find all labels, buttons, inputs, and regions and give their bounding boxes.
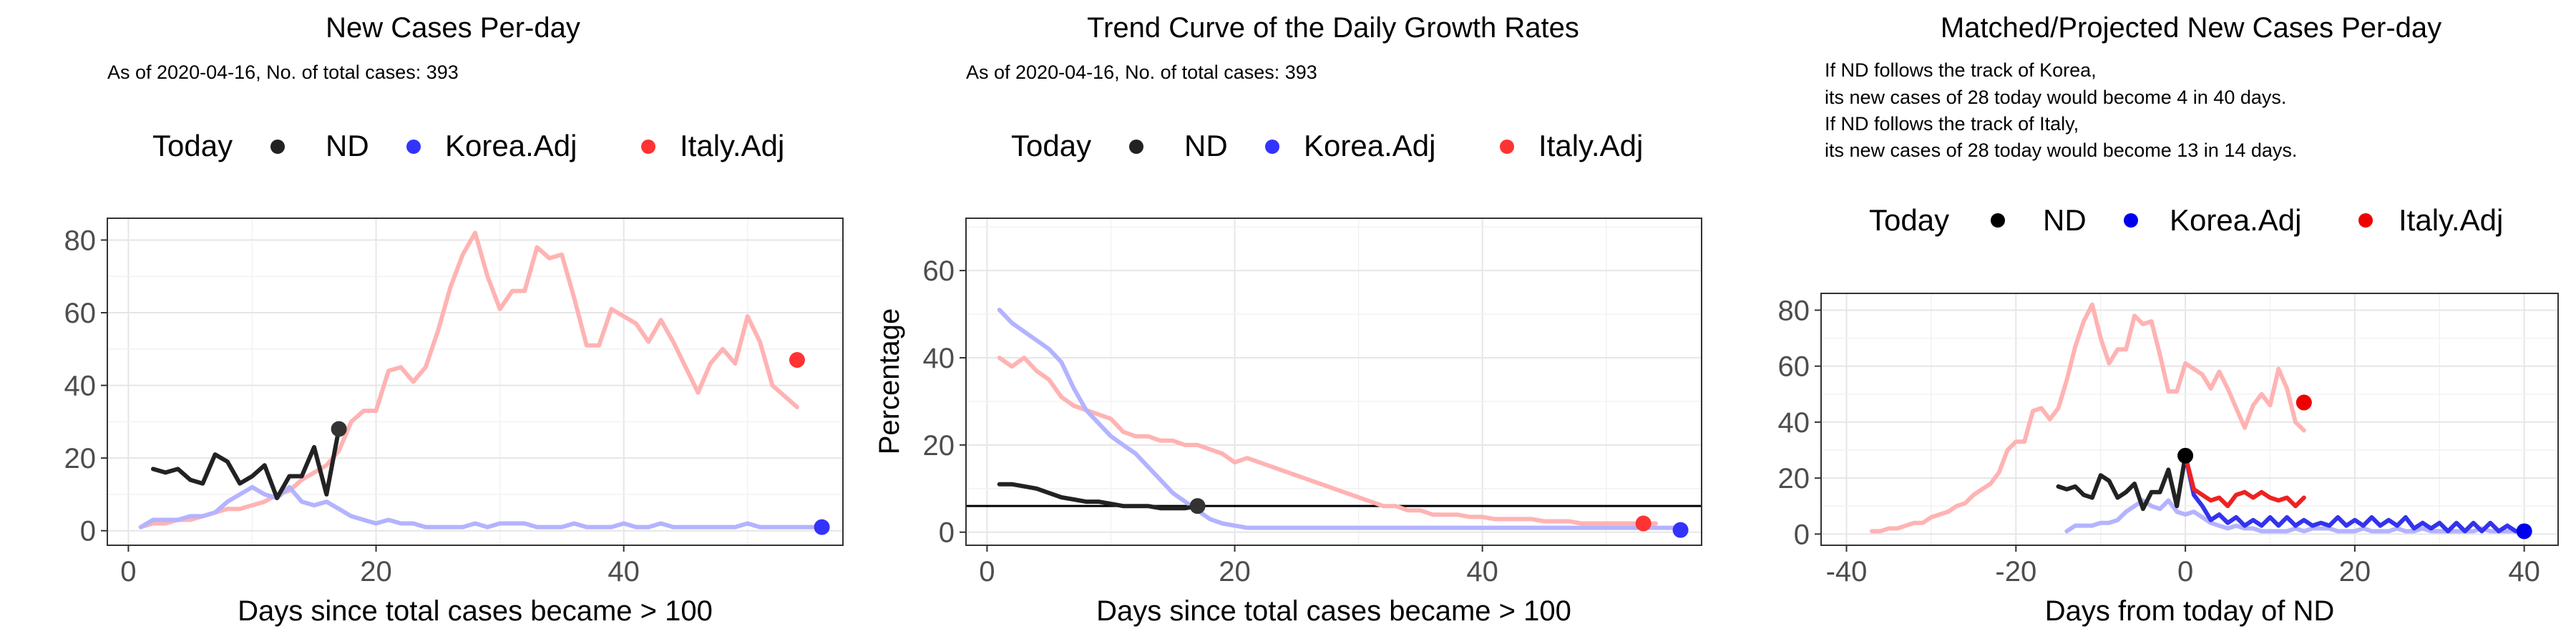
legend-key-nd (270, 140, 285, 154)
series-line-nd (151, 426, 341, 500)
legend-label-korea: Korea.Adj (445, 129, 577, 162)
plot-area: 0 20 40 60 80 0 20 40 (64, 218, 844, 587)
note-line: its new cases of 28 today would become 4… (1825, 87, 2286, 108)
legend-label-italy: Italy.Adj (1538, 129, 1643, 162)
y-tick-label: 20 (1778, 463, 1810, 494)
x-tick-label: 0 (120, 556, 136, 587)
today-point-nd (1189, 498, 1206, 514)
y-tick-label: 60 (923, 255, 955, 287)
chart-subtitle: As of 2020-04-16, No. of total cases: 39… (966, 62, 1317, 83)
y-tick-label: 0 (939, 517, 955, 549)
series-line-korea (138, 484, 824, 530)
x-tick-label: 40 (1466, 556, 1498, 587)
y-tick-label: 40 (1778, 407, 1810, 439)
legend-key-korea (2124, 213, 2138, 228)
x-tick-label: -40 (1826, 556, 1868, 587)
x-tick-label: 0 (2177, 556, 2193, 587)
series-line-nd (997, 482, 1200, 511)
series-line-italy (997, 356, 1658, 526)
legend-label-korea: Korea.Adj (2170, 203, 2301, 237)
legend-label-nd: ND (1184, 129, 1228, 162)
today-point-korea (2516, 523, 2532, 540)
note-line: its new cases of 28 today would become 1… (1825, 140, 2297, 161)
panel-projected-cases: Matched/Projected New Cases Per-day If N… (1778, 12, 2559, 627)
note-line: If ND follows the track of Korea, (1825, 59, 2097, 81)
plot-area: 0 20 40 60 80 -40 -20 0 20 40 (1778, 293, 2559, 587)
legend-label-korea: Korea.Adj (1304, 129, 1435, 162)
y-tick-label: 0 (80, 516, 96, 547)
chart-title: New Cases Per-day (326, 12, 580, 44)
legend-title: Today (1869, 203, 1949, 237)
y-tick-label: 40 (64, 371, 97, 402)
today-point-italy (2296, 394, 2312, 411)
series-line-italy (138, 230, 799, 530)
legend-key-korea (406, 140, 421, 154)
y-tick-label: 20 (923, 430, 955, 462)
plot-frame (107, 218, 844, 546)
series-line-italy (1870, 302, 2306, 534)
x-axis-label: Days since total cases became > 100 (238, 595, 713, 627)
legend-key-italy (641, 140, 655, 154)
series-line-italy (2183, 453, 2306, 509)
legend-label-italy: Italy.Adj (2399, 203, 2503, 237)
x-tick-label: 20 (1219, 556, 1251, 587)
y-tick-label: 20 (64, 443, 97, 474)
x-tick-label: 20 (360, 556, 392, 587)
legend-label-nd: ND (2043, 203, 2087, 237)
y-tick-label: 60 (64, 298, 97, 329)
projection-notes: If ND follows the track of Korea, its ne… (1825, 59, 2297, 161)
legend-key-italy (2358, 213, 2373, 228)
y-tick-label: 80 (64, 225, 97, 256)
today-point-korea (1672, 522, 1689, 538)
series-line-korea (2183, 453, 2527, 534)
x-axis-label: Days from today of ND (2045, 595, 2335, 627)
legend-key-nd (1129, 140, 1143, 154)
x-axis-label: Days since total cases became > 100 (1096, 595, 1571, 627)
x-tick-label: 40 (608, 556, 640, 587)
x-tick-label: 40 (2508, 556, 2540, 587)
chart-title: Trend Curve of the Daily Growth Rates (1087, 12, 1579, 44)
legend-key-nd (1991, 213, 2005, 228)
legend-title: Today (1011, 129, 1091, 162)
y-tick-label: 40 (923, 343, 955, 374)
legend-label-nd: ND (326, 129, 369, 162)
today-point-korea (814, 519, 830, 535)
legend-key-korea (1265, 140, 1279, 154)
x-tick-label: 0 (979, 556, 995, 587)
x-tick-label: -20 (1995, 556, 2036, 587)
note-line: If ND follows the track of Italy, (1825, 113, 2079, 135)
legend-key-italy (1500, 140, 1514, 154)
series-line-nd (2056, 453, 2188, 512)
plot-frame (965, 218, 1702, 546)
panel-new-cases: New Cases Per-day As of 2020-04-16, No. … (64, 12, 844, 627)
legend: Today ND Korea.Adj Italy.Adj (1011, 129, 1643, 162)
today-point-nd (2177, 447, 2194, 464)
plot-area: 0 20 40 60 0 20 40 (923, 218, 1702, 587)
legend: Today ND Korea.Adj Italy.Adj (152, 129, 784, 162)
y-tick-label: 80 (1778, 295, 1810, 326)
legend-title: Today (152, 129, 233, 162)
y-tick-label: 60 (1778, 351, 1810, 383)
y-axis-label: Percentage (874, 308, 905, 455)
legend-label-italy: Italy.Adj (680, 129, 784, 162)
chart-subtitle: As of 2020-04-16, No. of total cases: 39… (107, 62, 459, 83)
series-line-korea (997, 308, 1683, 530)
chart-title: Matched/Projected New Cases Per-day (1941, 12, 2441, 44)
today-point-italy (1635, 515, 1652, 532)
y-tick-label: 0 (1794, 519, 1810, 550)
today-point-nd (331, 421, 347, 437)
plot-frame (1820, 293, 2559, 546)
today-point-italy (789, 352, 805, 369)
legend: Today ND Korea.Adj Italy.Adj (1869, 203, 2503, 237)
panel-growth-rates: Trend Curve of the Daily Growth Rates As… (874, 12, 1702, 627)
x-tick-label: 20 (2339, 556, 2371, 587)
